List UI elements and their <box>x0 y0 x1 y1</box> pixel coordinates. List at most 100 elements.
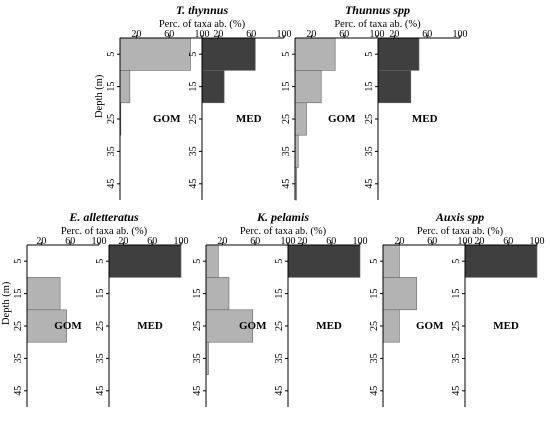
series-label: MED <box>493 320 519 332</box>
panel-gom: 20 60 100 5 15 25 35 45 GOM <box>192 236 296 407</box>
y-tick-label: 5 <box>188 52 199 57</box>
y-tick-label: 35 <box>106 146 117 156</box>
y-tick-label: 45 <box>364 179 375 189</box>
bar <box>377 37 420 71</box>
series-label: GOM <box>153 113 181 125</box>
y-tick-label: 35 <box>192 353 203 363</box>
bar <box>26 277 61 311</box>
chart-1: T. thynnus Perc. of taxa ab. (%) Depth (m)… <box>94 3 292 200</box>
y-tick-label: 15 <box>95 289 106 299</box>
x-tick-label: 60 <box>65 236 75 247</box>
y-tick-label: 15 <box>13 289 24 299</box>
bar <box>205 309 254 343</box>
x-tick-label: 60 <box>503 236 513 247</box>
y-tick-label: 45 <box>95 386 106 396</box>
bar <box>382 277 417 311</box>
panel-gom: 20 60 100 5 15 25 35 45 GOM <box>369 236 473 407</box>
x-tick-label: 20 <box>306 29 316 40</box>
x-tick-label: 20 <box>297 236 307 247</box>
panel-med: 20 60 100 5 15 25 35 45 MED <box>451 236 545 407</box>
x-tick-label: 20 <box>36 236 46 247</box>
y-tick-label: 5 <box>364 52 375 57</box>
x-axis-label: Perc. of taxa ab. (%) <box>334 19 421 30</box>
x-tick-label: 20 <box>118 236 128 247</box>
y-tick-label: 35 <box>188 146 199 156</box>
y-tick-label: 35 <box>281 146 292 156</box>
bar <box>287 244 361 278</box>
panel-med: 20 60 100 5 15 25 35 45 MED <box>274 236 368 407</box>
x-tick-label: 60 <box>339 29 349 40</box>
x-tick-label: 20 <box>213 29 223 40</box>
y-tick-label: 45 <box>192 386 203 396</box>
y-tick-label: 25 <box>451 321 462 331</box>
chart-4: K. pelamis Perc. of taxa ab. (%)20 60 100 5 1… <box>192 210 368 407</box>
y-tick-label: 5 <box>274 259 285 264</box>
x-tick-label: 20 <box>394 236 404 247</box>
y-tick-label: 15 <box>451 289 462 299</box>
x-tick-label: 100 <box>174 236 189 247</box>
chart-title: Thunnus spp <box>345 3 410 17</box>
y-tick-label: 35 <box>95 353 106 363</box>
x-tick-label: 100 <box>281 236 296 247</box>
x-tick-label: 20 <box>389 29 399 40</box>
x-tick-label: 60 <box>147 236 157 247</box>
x-axis-label: Perc. of taxa ab. (%) <box>159 19 246 30</box>
y-tick-label: 45 <box>188 179 199 189</box>
x-tick-label: 100 <box>458 236 473 247</box>
bar <box>294 70 322 104</box>
x-tick-label: 60 <box>326 236 336 247</box>
y-tick-label: 25 <box>281 114 292 124</box>
y-tick-label: 5 <box>95 259 106 264</box>
y-axis-label: Depth (m) <box>1 281 12 325</box>
series-label: GOM <box>239 320 267 332</box>
y-tick-label: 25 <box>274 321 285 331</box>
y-tick-label: 5 <box>281 52 292 57</box>
y-tick-label: 35 <box>451 353 462 363</box>
y-tick-label: 35 <box>364 146 375 156</box>
y-tick-label: 15 <box>106 82 117 92</box>
bar <box>26 309 67 343</box>
chart-5: Auxis spp Perc. of taxa ab. (%) 20 60 100 5 15… <box>369 210 545 407</box>
y-tick-label: 15 <box>188 82 199 92</box>
series-label: GOM <box>54 320 82 332</box>
bar <box>294 102 307 136</box>
y-tick-label: 35 <box>13 353 24 363</box>
chart-3: E. alletteratus Perc. of taxa ab. (%) Dept… <box>1 210 189 407</box>
x-tick-label: 60 <box>422 29 432 40</box>
x-tick-label: 100 <box>453 29 468 40</box>
panel-med: 20 60 100 5 15 25 35 45 MED <box>95 236 189 407</box>
y-tick-label: 35 <box>369 353 380 363</box>
chart-title: Auxis spp <box>435 210 484 224</box>
bar <box>377 70 412 104</box>
y-tick-label: 25 <box>364 114 375 124</box>
y-tick-label: 5 <box>451 259 462 264</box>
x-tick-label: 100 <box>353 236 368 247</box>
x-axis-label: Perc. of taxa ab. (%) <box>417 226 504 237</box>
panel-med: 20 60 100 5 15 25 35 45 MED <box>188 29 292 200</box>
chart-title: K. pelamis <box>256 210 309 224</box>
y-tick-label: 15 <box>274 289 285 299</box>
x-tick-label: 100 <box>530 236 545 247</box>
x-tick-label: 60 <box>250 236 260 247</box>
y-tick-label: 25 <box>188 114 199 124</box>
chart-title: E. alletteratus <box>68 210 139 224</box>
panel-gom: 20 60 100 5 15 25 35 45 GOM <box>106 29 210 200</box>
y-tick-label: 5 <box>369 259 380 264</box>
y-tick-label: 5 <box>106 52 117 57</box>
chart-title: T. thynnus <box>176 3 229 17</box>
x-tick-label: 100 <box>92 236 107 247</box>
bar <box>382 309 400 343</box>
bar <box>294 37 336 71</box>
plots-root: T. thynnus Perc. of taxa ab. (%) Depth (m)… <box>1 3 545 407</box>
y-tick-label: 5 <box>13 259 24 264</box>
bar <box>108 244 182 278</box>
x-axis-label: Perc. of taxa ab. (%) <box>240 226 327 237</box>
y-tick-label: 35 <box>274 353 285 363</box>
y-tick-label: 45 <box>274 386 285 396</box>
series-label: GOM <box>328 113 356 125</box>
y-tick-label: 5 <box>192 259 203 264</box>
series-label: MED <box>137 320 163 332</box>
bar <box>201 70 225 104</box>
panel-med: 20 60 100 5 15 25 35 45 MED <box>364 29 468 200</box>
